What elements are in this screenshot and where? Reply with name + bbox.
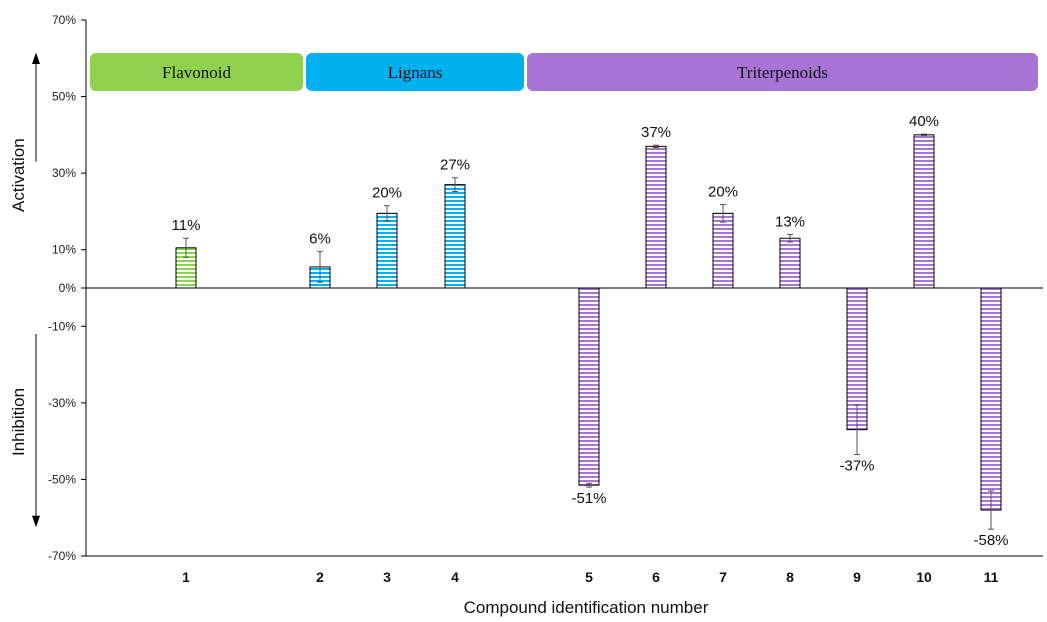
y-tick-label: 0% (59, 281, 77, 295)
y-tick-label: 30% (52, 166, 76, 180)
y-tick-label: 70% (52, 13, 76, 27)
group-banners: Flavonoid Lignans Triterpenoids (90, 53, 1038, 91)
x-tick-label: 2 (316, 569, 324, 585)
down-arrowhead-icon (32, 515, 40, 528)
x-axis-title: Compound identification number (464, 598, 709, 617)
group-banner-triterpenoids (527, 53, 1038, 91)
y-tick-label: 50% (52, 90, 76, 104)
x-tick-label: 1 (182, 569, 190, 585)
data-label: 27% (440, 157, 470, 174)
bar-compound-10 (913, 134, 935, 289)
labels: 11% 1 6% 2 20% 3 27% 4 -51% 5 37% 6 20% 7 13% 8 -37% 9 40%… (172, 113, 1009, 585)
x-tick-label: 10 (916, 569, 932, 585)
data-label: -37% (839, 458, 874, 475)
axes: 70% 50% 30% 10% 0% -10% -30% -50% -70% Activation… (9, 13, 1043, 563)
data-label: 6% (309, 231, 331, 248)
bar-compound-11 (980, 287, 1002, 511)
bar-compound-8 (779, 237, 801, 289)
x-tick-label: 4 (451, 569, 459, 585)
bar-compound-3 (376, 212, 398, 289)
y-tick-label: 10% (52, 243, 76, 257)
inhibition-label: Inhibition (9, 388, 28, 456)
activation-label: Activation (9, 138, 28, 212)
y-tick-label: -30% (48, 396, 76, 410)
x-tick-label: 5 (585, 569, 593, 585)
y-tick-label: -10% (48, 319, 76, 333)
bar-compound-6 (645, 145, 667, 289)
up-arrowhead-icon (32, 52, 40, 65)
bar-compound-5 (578, 287, 600, 486)
data-label: 40% (909, 113, 939, 130)
group-label-triterpenoids: Triterpenoids (737, 63, 828, 82)
bar-compound-4 (444, 184, 466, 289)
data-label: 13% (775, 213, 805, 230)
bars (175, 133, 1002, 530)
data-label: 20% (372, 185, 402, 202)
data-label: -51% (571, 490, 606, 507)
x-tick-label: 7 (719, 569, 727, 585)
data-label: 11% (172, 217, 201, 234)
y-tick-label: -70% (48, 549, 76, 563)
group-label-flavonoid: Flavonoid (162, 63, 231, 82)
data-label: 37% (641, 124, 671, 141)
group-banner-lignans (306, 53, 524, 91)
x-tick-label: 9 (853, 569, 861, 585)
x-tick-label: 11 (984, 569, 999, 585)
bar-compound-7 (712, 212, 734, 289)
data-label: 20% (708, 184, 738, 201)
x-tick-label: 3 (383, 569, 391, 585)
data-label: -58% (973, 532, 1008, 549)
x-tick-label: 6 (652, 569, 660, 585)
y-tick-label: -50% (48, 472, 76, 486)
group-banner-flavonoid (90, 53, 303, 91)
x-tick-label: 8 (786, 569, 794, 585)
group-label-lignans: Lignans (388, 63, 443, 82)
